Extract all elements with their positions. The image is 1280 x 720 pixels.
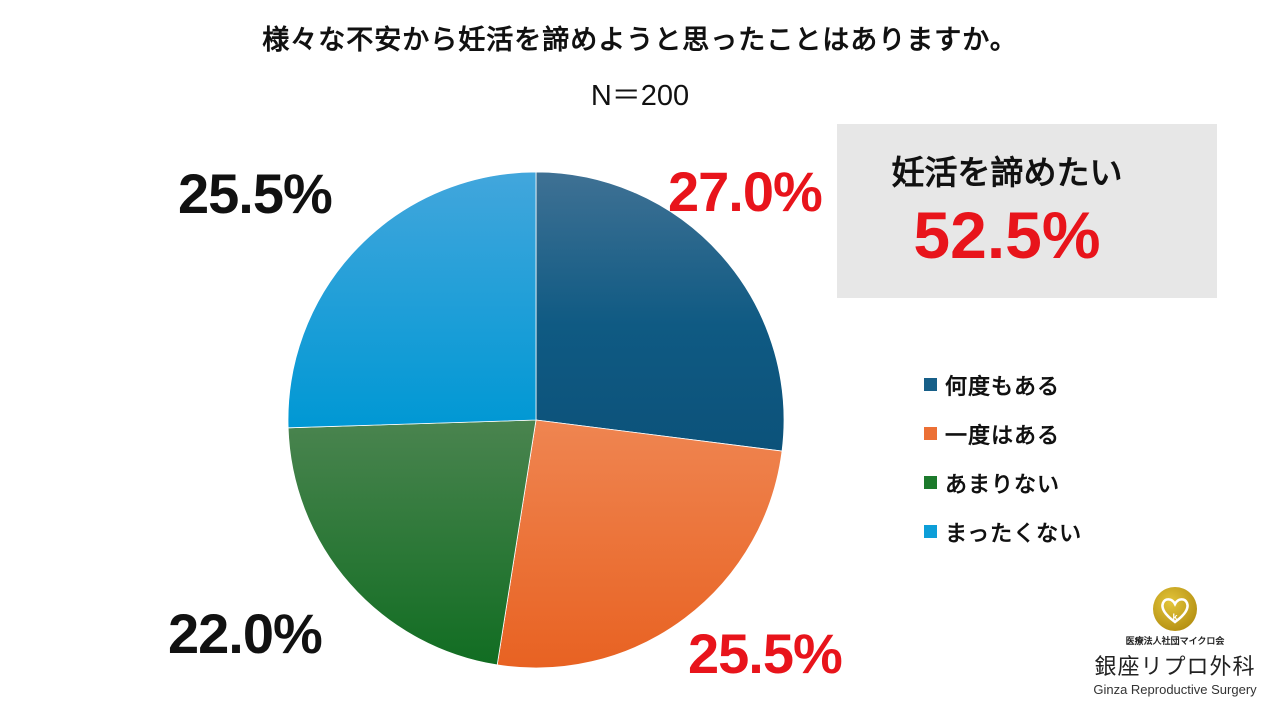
chart-title: 様々な不安から妊活を諦めようと思ったことはありますか。 (262, 25, 1018, 56)
summary-label: 妊活を諦めたい (891, 153, 1123, 192)
pie-chart (280, 164, 792, 676)
slice-once (496, 419, 783, 669)
label-never: 25.5% (178, 162, 333, 225)
legend-swatch-icon (924, 476, 937, 489)
heart-logo-icon: k (1153, 587, 1197, 631)
sample-size: N＝200 (590, 80, 690, 112)
label-once: 25.5% (688, 622, 843, 685)
pie-slices (287, 171, 785, 669)
legend-item-never: まったくない (924, 507, 1082, 556)
legend-swatch-icon (924, 427, 937, 440)
pie-svg (287, 171, 785, 669)
summary-callout: 妊活を諦めたい 52.5% (837, 124, 1217, 298)
slice-never (287, 171, 537, 429)
label-rarely: 22.0% (168, 602, 323, 665)
legend: 何度もある 一度はある あまりない まったくない (924, 360, 1082, 556)
legend-item-rarely: あまりない (924, 458, 1082, 507)
slice-rarely (287, 419, 537, 666)
label-often: 27.0% (668, 160, 823, 223)
clinic-logo: k 医療法人社団マイクロ会 銀座リプロ外科 Ginza Reproductive… (1080, 586, 1270, 697)
legend-swatch-icon (924, 525, 937, 538)
svg-text:k: k (1172, 612, 1178, 622)
slice-often (535, 171, 785, 452)
legend-label: 何度もある (945, 374, 1061, 400)
logo-corp-name: 医療法人社団マイクロ会 (1125, 637, 1225, 647)
legend-item-once: 一度はある (924, 409, 1082, 458)
legend-label: 一度はある (945, 423, 1061, 449)
logo-clinic-name: 銀座リプロ外科 (1094, 655, 1256, 680)
legend-label: あまりない (945, 472, 1061, 498)
legend-label: まったくない (945, 521, 1083, 547)
legend-swatch-icon (924, 378, 937, 391)
summary-value: 52.5% (913, 198, 1101, 272)
logo-english-name: Ginza Reproductive Surgery (1093, 682, 1257, 697)
legend-item-often: 何度もある (924, 360, 1082, 409)
